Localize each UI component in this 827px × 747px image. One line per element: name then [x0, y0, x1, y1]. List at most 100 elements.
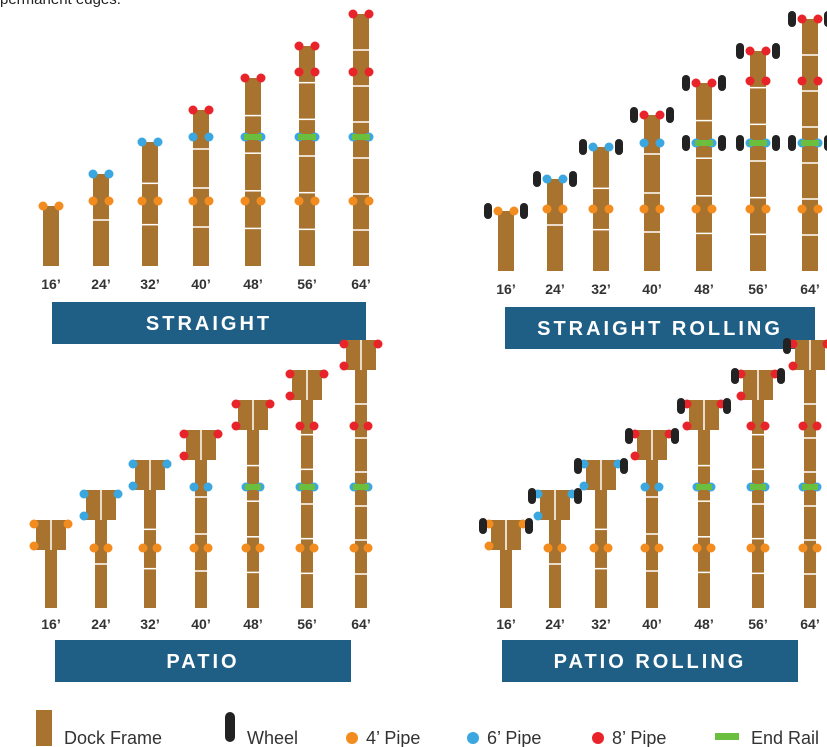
pipe-dot: [493, 206, 503, 216]
wheel-icon: [620, 458, 628, 474]
end-rail: [245, 484, 261, 490]
end-rail: [801, 140, 819, 146]
dock-straight-rolling-2: [533, 171, 577, 271]
pipe-dot: [295, 421, 305, 431]
pipe-dot: [256, 196, 266, 206]
end-rail: [695, 140, 713, 146]
pipe-dot: [349, 421, 359, 431]
end-rail: [696, 484, 712, 490]
size-label: 16’: [496, 281, 515, 297]
pipe-dot: [639, 138, 649, 148]
dock-straight-rolling-5: [682, 75, 726, 271]
pipe-dot: [588, 204, 598, 214]
wheel-icon: [788, 135, 796, 151]
wheel-icon: [772, 135, 780, 151]
pipe-dot: [348, 67, 358, 77]
pipe-dot: [29, 541, 39, 551]
legend-label: 6’ Pipe: [487, 728, 541, 747]
pipe-dot: [88, 169, 98, 179]
wheel-icon: [525, 518, 533, 534]
dock-patio-6: [285, 369, 329, 608]
pipe-dot: [655, 138, 665, 148]
legend-label: End Rail: [751, 728, 819, 747]
section-banner: [505, 307, 815, 349]
size-label: 56’: [297, 616, 316, 632]
dock-frame-stem: [595, 490, 607, 608]
size-label: 32’: [591, 281, 610, 297]
section-banner: [52, 302, 366, 344]
pipe-dot: [103, 543, 113, 553]
dock-frame: [498, 211, 514, 271]
pipe-dot: [373, 339, 383, 349]
pipe-dot: [798, 421, 808, 431]
wheel-icon: [783, 338, 791, 354]
pipe-dot: [265, 399, 275, 409]
pipe-dot: [153, 137, 163, 147]
pipe-dot: [63, 519, 73, 529]
end-rail: [244, 134, 262, 140]
pipe-dot: [603, 543, 613, 553]
pipe-dot: [203, 543, 213, 553]
pipe-dot: [745, 204, 755, 214]
section-banner: [55, 640, 351, 682]
wheel-icon: [484, 203, 492, 219]
end-rail: [802, 484, 818, 490]
dock-frame-stem: [247, 430, 259, 608]
pipe-dot: [691, 78, 701, 88]
pipe-dot: [128, 481, 138, 491]
pipe-dot: [797, 204, 807, 214]
pipe-dot: [797, 14, 807, 24]
pipe-dot: [310, 41, 320, 51]
wheel-icon: [723, 398, 731, 414]
dock-straight-rolling-6: [736, 43, 780, 271]
end-rail: [352, 134, 370, 140]
pipe-dot: [285, 391, 295, 401]
size-label: 32’: [591, 616, 610, 632]
section-banner: [502, 640, 798, 682]
size-label: 48’: [243, 276, 262, 292]
pipe-dot: [364, 67, 374, 77]
pipe-dot: [746, 421, 756, 431]
size-label: 48’: [243, 616, 262, 632]
section-patio: 16’ 24’ 32’ 40’ 48’ 56’ 64’ PATIO: [29, 339, 383, 682]
pipe-dot: [812, 421, 822, 431]
pipe-dot: [138, 543, 148, 553]
red-dot-icon: [592, 732, 604, 744]
dock-straight-rolling-4: [630, 107, 674, 271]
pipe-dot: [364, 196, 374, 206]
dock-straight-3: [137, 137, 163, 266]
pipe-dot: [813, 76, 823, 86]
wheel-icon: [630, 107, 638, 123]
pipe-dot: [240, 73, 250, 83]
pipe-dot: [558, 204, 568, 214]
dock-frame: [43, 206, 59, 266]
wheel-icon: [731, 368, 739, 384]
section-patio-rolling: 16’ 24’ 32’ 40’ 48’ 56’ 64’ PATIO ROLLING: [479, 338, 827, 682]
dock-frame-icon: [36, 710, 52, 746]
pipe-dot: [240, 196, 250, 206]
dock-frame: [142, 142, 158, 266]
pipe-dot: [179, 451, 189, 461]
blue-dot-icon: [467, 732, 479, 744]
wheel-icon: [569, 171, 577, 187]
dock-straight-1: [38, 201, 64, 266]
wheel-icon: [479, 518, 487, 534]
wheel-icon: [788, 11, 796, 27]
pipe-dot: [203, 482, 213, 492]
pipe-dot: [188, 132, 198, 142]
pipe-dot: [706, 543, 716, 553]
size-label: 56’: [748, 616, 767, 632]
end-rail: [353, 484, 369, 490]
pipe-dot: [798, 543, 808, 553]
section-straight-rolling: 16’ 24’ 32’ 40’ 48’ 56’ 64’ STRAIGHT ROLLING: [484, 11, 827, 349]
pipe-dot: [760, 421, 770, 431]
wheel-icon: [682, 135, 690, 151]
pipe-dot: [812, 543, 822, 553]
pipe-dot: [137, 137, 147, 147]
wheel-icon: [736, 135, 744, 151]
pipe-dot: [655, 204, 665, 214]
dock-patio-rolling-1: [479, 518, 533, 608]
pipe-dot: [654, 482, 664, 492]
dock-frame: [593, 147, 609, 271]
pipe-dot: [788, 361, 798, 371]
